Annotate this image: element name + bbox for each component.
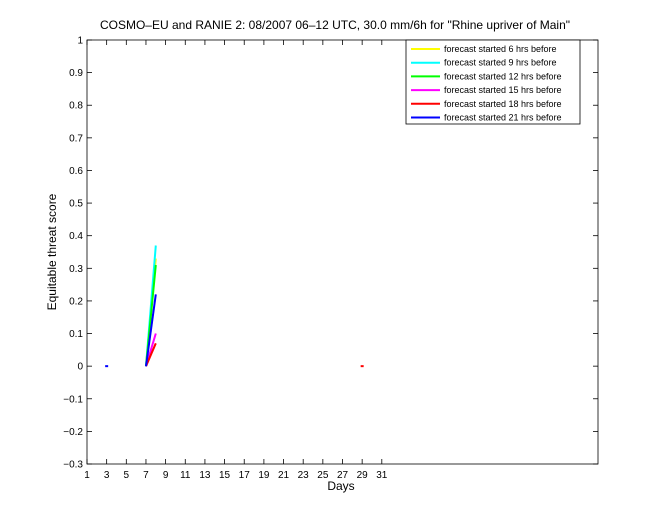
x-tick-label: 15 — [219, 470, 231, 481]
x-tick-label: 21 — [278, 470, 290, 481]
y-tick-label: 0.6 — [69, 166, 83, 177]
x-tick-label: 9 — [163, 470, 169, 481]
y-tick-label: 1 — [77, 36, 83, 47]
y-tick-label: 0.1 — [69, 329, 83, 340]
y-tick-label: −0.1 — [63, 394, 83, 405]
legend-label-2: forecast started 9 hrs before — [444, 58, 557, 68]
x-axis: 1 3 5 7 9 11 13 15 17 19 21 23 25 27 29 31 — [84, 40, 388, 481]
y-axis-label: Equitable threat score — [45, 193, 59, 310]
x-tick-label: 25 — [317, 470, 329, 481]
y-tick-label: −0.2 — [63, 427, 83, 438]
legend-label-1: forecast started 6 hrs before — [444, 44, 557, 54]
x-tick-label: 11 — [180, 470, 191, 481]
x-tick-label: 1 — [84, 470, 90, 481]
chart-title: COSMO–EU and RANIE 2: 08/2007 06–12 UTC,… — [100, 18, 570, 32]
y-tick-label: 0.7 — [69, 133, 83, 144]
x-tick-label: 31 — [376, 470, 388, 481]
legend: forecast started 6 hrs before forecast st… — [405, 39, 581, 125]
y-tick-label: 0.3 — [69, 264, 83, 275]
x-tick-label: 3 — [104, 470, 110, 481]
legend-label-5: forecast started 18 hrs before — [444, 99, 562, 109]
y-tick-label: 0.4 — [69, 231, 83, 242]
x-tick-label: 7 — [143, 470, 149, 481]
legend-box — [405, 39, 581, 125]
y-tick-label: 0 — [77, 362, 83, 373]
y-tick-label: 0.2 — [69, 296, 83, 307]
x-tick-label: 23 — [298, 470, 310, 481]
y-tick-label: 0.8 — [69, 101, 83, 112]
x-tick-label: 13 — [199, 470, 211, 481]
y-axis: −0.3 −0.2 −0.1 0 0.1 0.2 0.3 0.4 0.5 0.6 0.7 0.8 0.9… — [63, 36, 598, 471]
x-axis-label: Days — [327, 479, 354, 493]
y-tick-label: 0.5 — [69, 199, 83, 210]
series-line-5 — [145, 342, 157, 367]
legend-label-4: forecast started 15 hrs before — [444, 85, 562, 95]
x-tick-label: 27 — [337, 470, 349, 481]
x-tick-label: 29 — [357, 470, 369, 481]
legend-label-3: forecast started 12 hrs before — [444, 71, 562, 81]
x-tick-label: 17 — [239, 470, 251, 481]
legend-label-6: forecast started 21 hrs before — [444, 113, 562, 123]
y-tick-label: 0.9 — [69, 68, 83, 79]
x-tick-label: 5 — [124, 470, 130, 481]
series-line-6 — [145, 294, 157, 367]
x-tick-label: 19 — [258, 470, 270, 481]
y-tick-label: −0.3 — [63, 460, 83, 471]
series-layer — [105, 245, 364, 368]
